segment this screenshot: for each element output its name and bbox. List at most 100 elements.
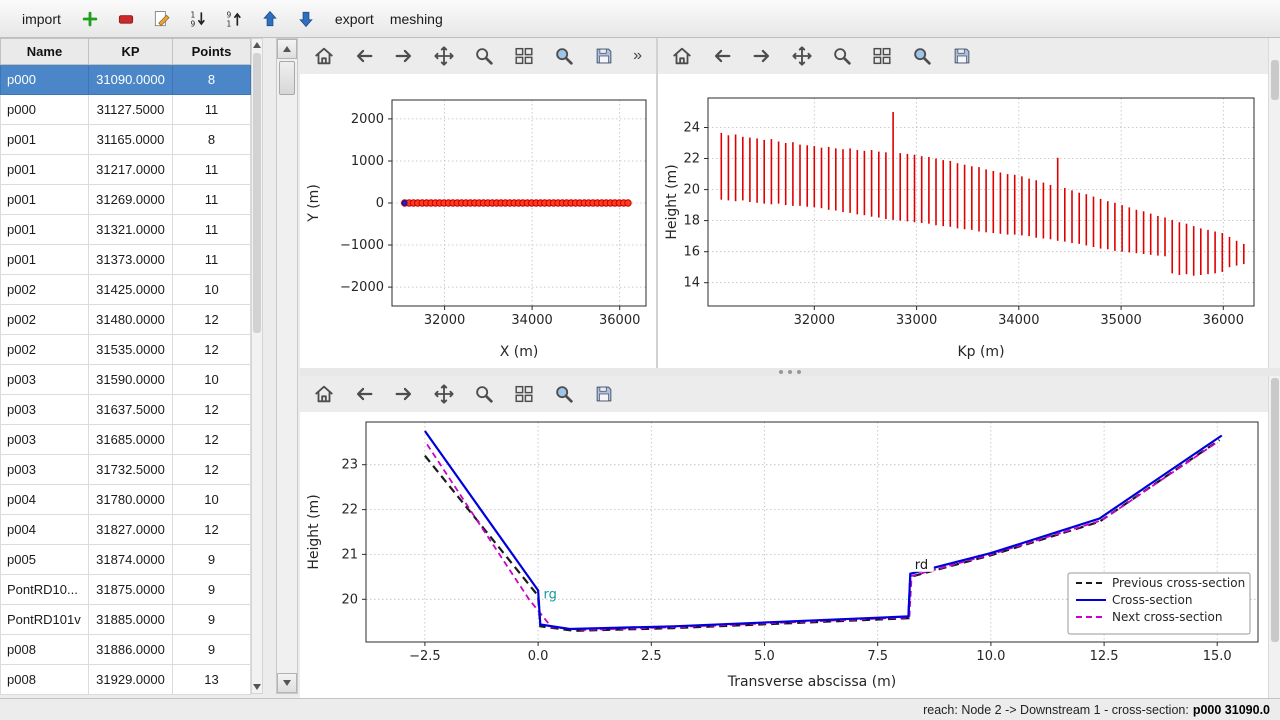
cell-points[interactable]: 8 xyxy=(172,64,251,95)
cell-kp[interactable]: 31269.0000 xyxy=(88,184,173,215)
cell-points[interactable]: 12 xyxy=(172,334,251,365)
cell-kp[interactable]: 31886.0000 xyxy=(88,634,173,665)
cell-points[interactable]: 9 xyxy=(172,634,251,665)
forward-icon[interactable] xyxy=(750,44,774,68)
cross-section-scrollbar[interactable] xyxy=(1268,376,1280,698)
customize-icon[interactable] xyxy=(552,382,576,406)
save-icon[interactable] xyxy=(592,44,616,68)
back-icon[interactable] xyxy=(710,44,734,68)
import-button[interactable]: import xyxy=(14,6,69,32)
cell-points[interactable]: 11 xyxy=(172,184,251,215)
cell-name[interactable]: p001 xyxy=(0,154,89,185)
home-icon[interactable] xyxy=(312,44,336,68)
table-row[interactable]: p008 31886.0000 9 xyxy=(0,634,251,665)
cell-kp[interactable]: 31217.0000 xyxy=(88,154,173,185)
toolbar-overflow-chevron[interactable]: » xyxy=(633,47,642,64)
cell-name[interactable]: p000 xyxy=(0,94,89,125)
subplots-icon[interactable] xyxy=(512,44,536,68)
cell-points[interactable]: 9 xyxy=(172,544,251,575)
cell-kp[interactable]: 31090.0000 xyxy=(88,64,173,95)
cell-name[interactable]: p001 xyxy=(0,214,89,245)
zoom-icon[interactable] xyxy=(830,44,854,68)
cell-points[interactable]: 12 xyxy=(172,424,251,455)
cell-name[interactable]: p003 xyxy=(0,424,89,455)
cell-points[interactable]: 12 xyxy=(172,304,251,335)
cell-name[interactable]: p001 xyxy=(0,124,89,155)
sort-ascending-icon[interactable] xyxy=(187,8,209,30)
column-header-points[interactable]: Points xyxy=(172,38,251,65)
edit-icon[interactable] xyxy=(151,8,173,30)
table-row[interactable]: PontRD101v 31885.0000 9 xyxy=(0,604,251,635)
cell-points[interactable]: 10 xyxy=(172,364,251,395)
export-button[interactable]: export xyxy=(327,6,382,32)
table-row[interactable]: p004 31780.0000 10 xyxy=(0,484,251,515)
table-scrollbar-thumb[interactable] xyxy=(253,53,261,333)
back-icon[interactable] xyxy=(352,382,376,406)
top-plots-scrollbar-thumb[interactable] xyxy=(1271,60,1279,100)
cell-name[interactable]: p005 xyxy=(0,544,89,575)
cell-kp[interactable]: 31425.0000 xyxy=(88,274,173,305)
table-row[interactable]: p001 31321.0000 11 xyxy=(0,214,251,245)
cell-kp[interactable]: 31685.0000 xyxy=(88,424,173,455)
cell-kp[interactable]: 31127.5000 xyxy=(88,94,173,125)
cell-points[interactable]: 9 xyxy=(172,604,251,635)
cell-points[interactable]: 11 xyxy=(172,244,251,275)
table-scrollbar-track[interactable] xyxy=(252,51,262,681)
cell-name[interactable]: p004 xyxy=(0,484,89,515)
cell-points[interactable]: 13 xyxy=(172,664,251,695)
cell-kp[interactable]: 31929.0000 xyxy=(88,664,173,695)
cell-kp[interactable]: 31373.0000 xyxy=(88,244,173,275)
cell-kp[interactable]: 31732.5000 xyxy=(88,454,173,485)
cell-points[interactable]: 11 xyxy=(172,154,251,185)
table-row[interactable]: PontRD10... 31875.0000 9 xyxy=(0,574,251,605)
cell-name[interactable]: p003 xyxy=(0,454,89,485)
table-row[interactable]: p003 31590.0000 10 xyxy=(0,364,251,395)
table-row[interactable]: p001 31373.0000 11 xyxy=(0,244,251,275)
pan-icon[interactable] xyxy=(432,44,456,68)
cell-name[interactable]: p002 xyxy=(0,304,89,335)
zoom-icon[interactable] xyxy=(472,44,496,68)
cell-name[interactable]: p003 xyxy=(0,394,89,425)
table-row[interactable]: p003 31685.0000 12 xyxy=(0,424,251,455)
table-row[interactable]: p001 31269.0000 11 xyxy=(0,184,251,215)
cell-kp[interactable]: 31165.0000 xyxy=(88,124,173,155)
cell-name[interactable]: p001 xyxy=(0,184,89,215)
panel-scrollbar[interactable] xyxy=(276,38,298,694)
column-header-kp[interactable]: KP xyxy=(88,38,173,65)
customize-icon[interactable] xyxy=(910,44,934,68)
cell-points[interactable]: 10 xyxy=(172,274,251,305)
cell-kp[interactable]: 31590.0000 xyxy=(88,364,173,395)
vertical-splitter[interactable] xyxy=(656,38,658,368)
table-row[interactable]: p001 31217.0000 11 xyxy=(0,154,251,185)
subplots-icon[interactable] xyxy=(512,382,536,406)
cross-section-scrollbar-thumb[interactable] xyxy=(1271,378,1279,642)
cell-kp[interactable]: 31321.0000 xyxy=(88,214,173,245)
cell-name[interactable]: p000 xyxy=(0,64,89,95)
home-icon[interactable] xyxy=(670,44,694,68)
table-row[interactable]: p003 31637.5000 12 xyxy=(0,394,251,425)
panel-scroll-down-button[interactable] xyxy=(277,673,297,693)
cell-points[interactable]: 12 xyxy=(172,514,251,545)
plan-view-figure[interactable]: 32000 34000 36000 −2000 −1000 0 1000 2000 X (m) Y… xyxy=(300,74,656,368)
home-icon[interactable] xyxy=(312,382,336,406)
cell-kp[interactable]: 31885.0000 xyxy=(88,604,173,635)
panel-scrollbar-track[interactable] xyxy=(277,59,297,673)
cell-kp[interactable]: 31780.0000 xyxy=(88,484,173,515)
remove-icon[interactable] xyxy=(115,8,137,30)
cell-name[interactable]: p002 xyxy=(0,274,89,305)
cell-points[interactable]: 11 xyxy=(172,94,251,125)
cell-name[interactable]: p004 xyxy=(0,514,89,545)
move-down-icon[interactable] xyxy=(295,8,317,30)
column-header-name[interactable]: Name xyxy=(0,38,89,65)
panel-scrollbar-thumb[interactable] xyxy=(279,61,295,95)
cell-kp[interactable]: 31827.0000 xyxy=(88,514,173,545)
save-icon[interactable] xyxy=(950,44,974,68)
cell-kp[interactable]: 31480.0000 xyxy=(88,304,173,335)
add-icon[interactable] xyxy=(79,8,101,30)
cell-kp[interactable]: 31637.5000 xyxy=(88,394,173,425)
save-icon[interactable] xyxy=(592,382,616,406)
meshing-button[interactable]: meshing xyxy=(382,6,451,32)
table-scrollbar[interactable] xyxy=(251,38,263,694)
table-row[interactable]: p000 31127.5000 11 xyxy=(0,94,251,125)
scroll-up-arrow-icon[interactable] xyxy=(252,39,262,51)
